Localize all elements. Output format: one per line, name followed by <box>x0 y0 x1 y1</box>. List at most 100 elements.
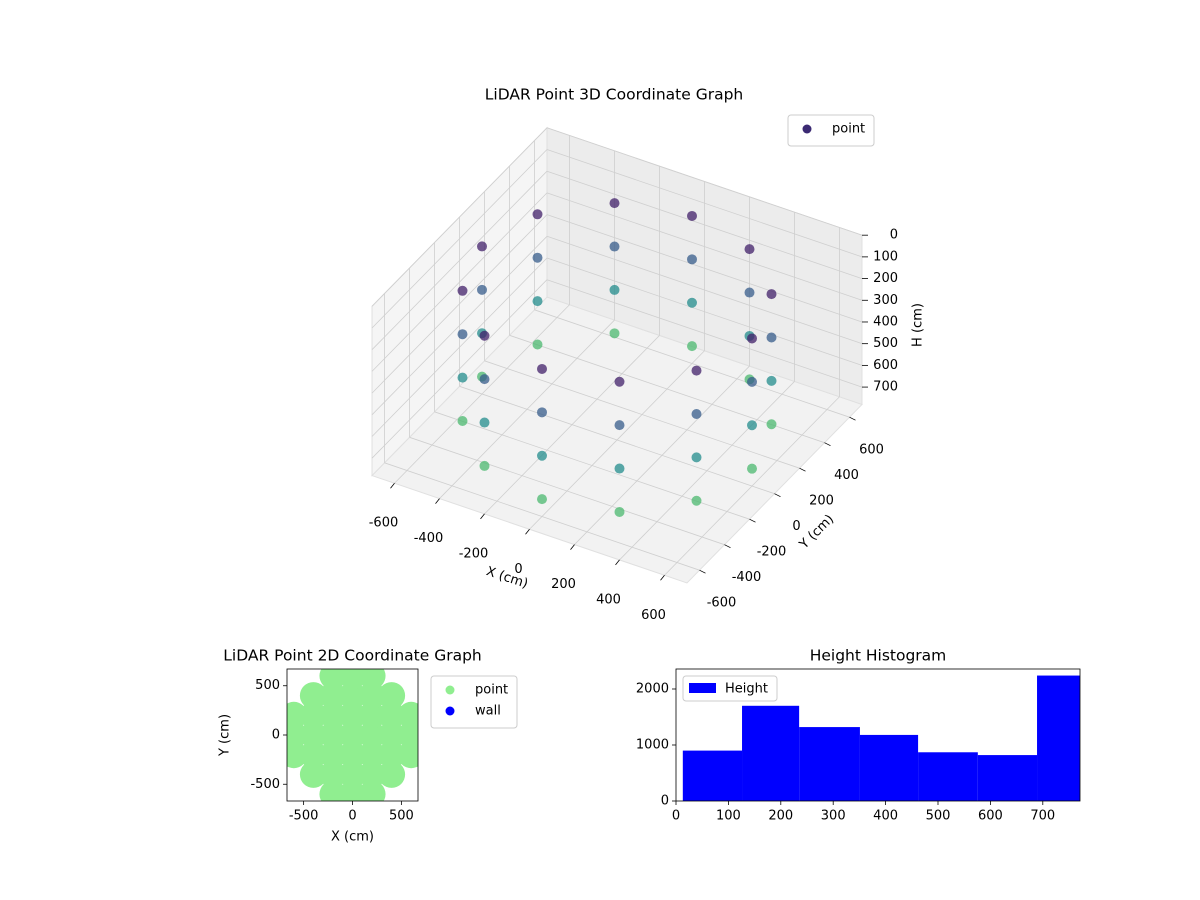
legend-label: point <box>475 683 508 698</box>
legend-box <box>682 675 778 702</box>
grid-line <box>371 192 548 372</box>
point <box>339 682 366 710</box>
point <box>747 463 757 474</box>
grid-line <box>384 462 700 571</box>
point <box>532 339 543 350</box>
axes-frame <box>675 668 1081 802</box>
legend-label: wall <box>475 704 501 719</box>
point <box>479 417 490 428</box>
grid-line <box>371 127 548 307</box>
point <box>687 297 697 308</box>
x-axis-label: X (cm) <box>331 830 374 845</box>
legend-marker <box>445 706 455 716</box>
y-tick-label: -600 <box>707 596 737 611</box>
chart-title: LiDAR Point 3D Coordinate Graph <box>485 86 743 104</box>
point <box>457 285 468 296</box>
y-tick <box>849 416 856 421</box>
x-tick <box>615 559 620 566</box>
point <box>339 760 366 788</box>
point <box>537 450 547 461</box>
point <box>691 495 702 506</box>
point <box>687 254 697 265</box>
grid-line <box>459 385 775 495</box>
point <box>744 287 755 298</box>
z-axis-label: H (cm) <box>911 303 926 347</box>
x-tick-label: -600 <box>369 516 399 531</box>
x-tick-label: 0 <box>348 809 356 824</box>
grid-line <box>546 214 863 323</box>
chart-title: Height Histogram <box>810 647 947 665</box>
point <box>358 741 386 769</box>
point <box>744 244 755 255</box>
legend-box <box>787 114 875 147</box>
grid-line <box>546 192 863 301</box>
point <box>614 376 625 387</box>
legend-label: Height <box>725 682 768 697</box>
x-tick-label: 400 <box>873 809 898 824</box>
point <box>299 741 327 769</box>
grid-line <box>546 149 863 258</box>
y-tick <box>724 544 731 549</box>
x-tick-label: -200 <box>459 546 489 561</box>
bar <box>799 727 860 801</box>
x-tick <box>480 513 485 520</box>
point <box>747 420 757 431</box>
point <box>358 682 386 710</box>
y-tick-label: 1000 <box>636 737 669 752</box>
point <box>766 289 777 300</box>
point <box>614 506 625 517</box>
legend-label: point <box>832 122 865 137</box>
point <box>319 721 347 749</box>
grid-line <box>371 279 548 459</box>
x-tick-label: -400 <box>414 531 444 546</box>
point <box>319 760 347 788</box>
x-tick-label: 600 <box>978 809 1003 824</box>
point <box>299 682 327 710</box>
x-tick-label: 200 <box>551 577 576 592</box>
grid-line <box>484 360 800 469</box>
bar <box>1037 675 1080 801</box>
point <box>319 741 347 769</box>
legend-marker <box>689 683 716 693</box>
y-tick-label: 500 <box>255 678 280 693</box>
point <box>691 452 702 463</box>
point <box>479 460 490 471</box>
point <box>339 721 366 749</box>
x-tick-label: -500 <box>289 809 319 824</box>
point <box>479 330 490 341</box>
x-tick-label: 600 <box>641 608 666 623</box>
point <box>457 416 468 427</box>
point <box>358 701 386 729</box>
point <box>766 419 777 430</box>
x-tick <box>390 482 395 489</box>
x-axis-label: X (cm) <box>484 564 530 592</box>
point <box>397 701 418 729</box>
z-tick-label: 400 <box>873 314 898 329</box>
point <box>477 284 487 295</box>
grid-line <box>546 257 863 366</box>
y-tick-label: 0 <box>661 794 669 809</box>
point <box>378 682 406 710</box>
x-tick-label: 300 <box>821 809 846 824</box>
bar <box>918 752 978 801</box>
point <box>378 741 406 769</box>
point <box>479 374 490 385</box>
point <box>299 760 327 788</box>
point <box>339 701 366 729</box>
point <box>339 741 366 769</box>
y-axis-label: Y (cm) <box>796 512 837 553</box>
grid-line <box>534 309 850 418</box>
point <box>358 721 386 749</box>
z-tick-label: 600 <box>873 358 898 373</box>
point <box>766 375 777 386</box>
point <box>609 198 620 209</box>
z-tick-label: 700 <box>873 380 898 395</box>
y-tick <box>774 493 781 498</box>
grid-line <box>546 170 863 279</box>
point <box>609 241 620 252</box>
legend-marker <box>445 685 455 695</box>
grid-line <box>409 436 725 546</box>
y-axis-label: Y (cm) <box>218 714 233 757</box>
grid-line <box>546 235 863 345</box>
